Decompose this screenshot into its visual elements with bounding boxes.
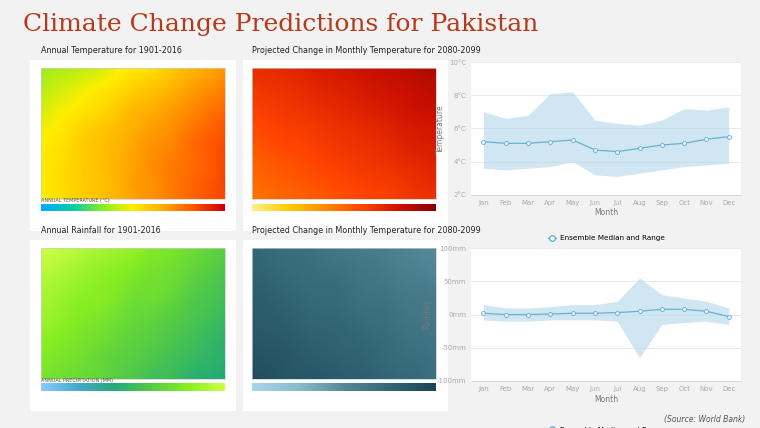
Text: Annual Temperature for 1901-2016: Annual Temperature for 1901-2016	[41, 46, 182, 55]
X-axis label: Month: Month	[594, 395, 618, 404]
Text: Projected Change in Monthly Temperature for 2080-2099: Projected Change in Monthly Temperature …	[252, 226, 481, 235]
Text: (Source: World Bank): (Source: World Bank)	[663, 415, 745, 424]
Text: ANNUAL PRECIPITATION (MM): ANNUAL PRECIPITATION (MM)	[41, 377, 113, 383]
Y-axis label: Temperature: Temperature	[436, 104, 445, 153]
Text: Annual Rainfall for 1901-2016: Annual Rainfall for 1901-2016	[41, 226, 160, 235]
Text: Climate Change Predictions for Pakistan: Climate Change Predictions for Pakistan	[23, 13, 538, 36]
X-axis label: Month: Month	[594, 208, 618, 217]
Text: ANNUAL TEMPERATURE (°C): ANNUAL TEMPERATURE (°C)	[41, 198, 109, 203]
Legend: Ensemble Median and Range: Ensemble Median and Range	[545, 424, 667, 428]
Legend: Ensemble Median and Range: Ensemble Median and Range	[545, 232, 667, 244]
Y-axis label: Rainfall: Rainfall	[423, 300, 432, 329]
Text: Projected Change in Monthly Temperature for 2080-2099: Projected Change in Monthly Temperature …	[252, 46, 481, 55]
